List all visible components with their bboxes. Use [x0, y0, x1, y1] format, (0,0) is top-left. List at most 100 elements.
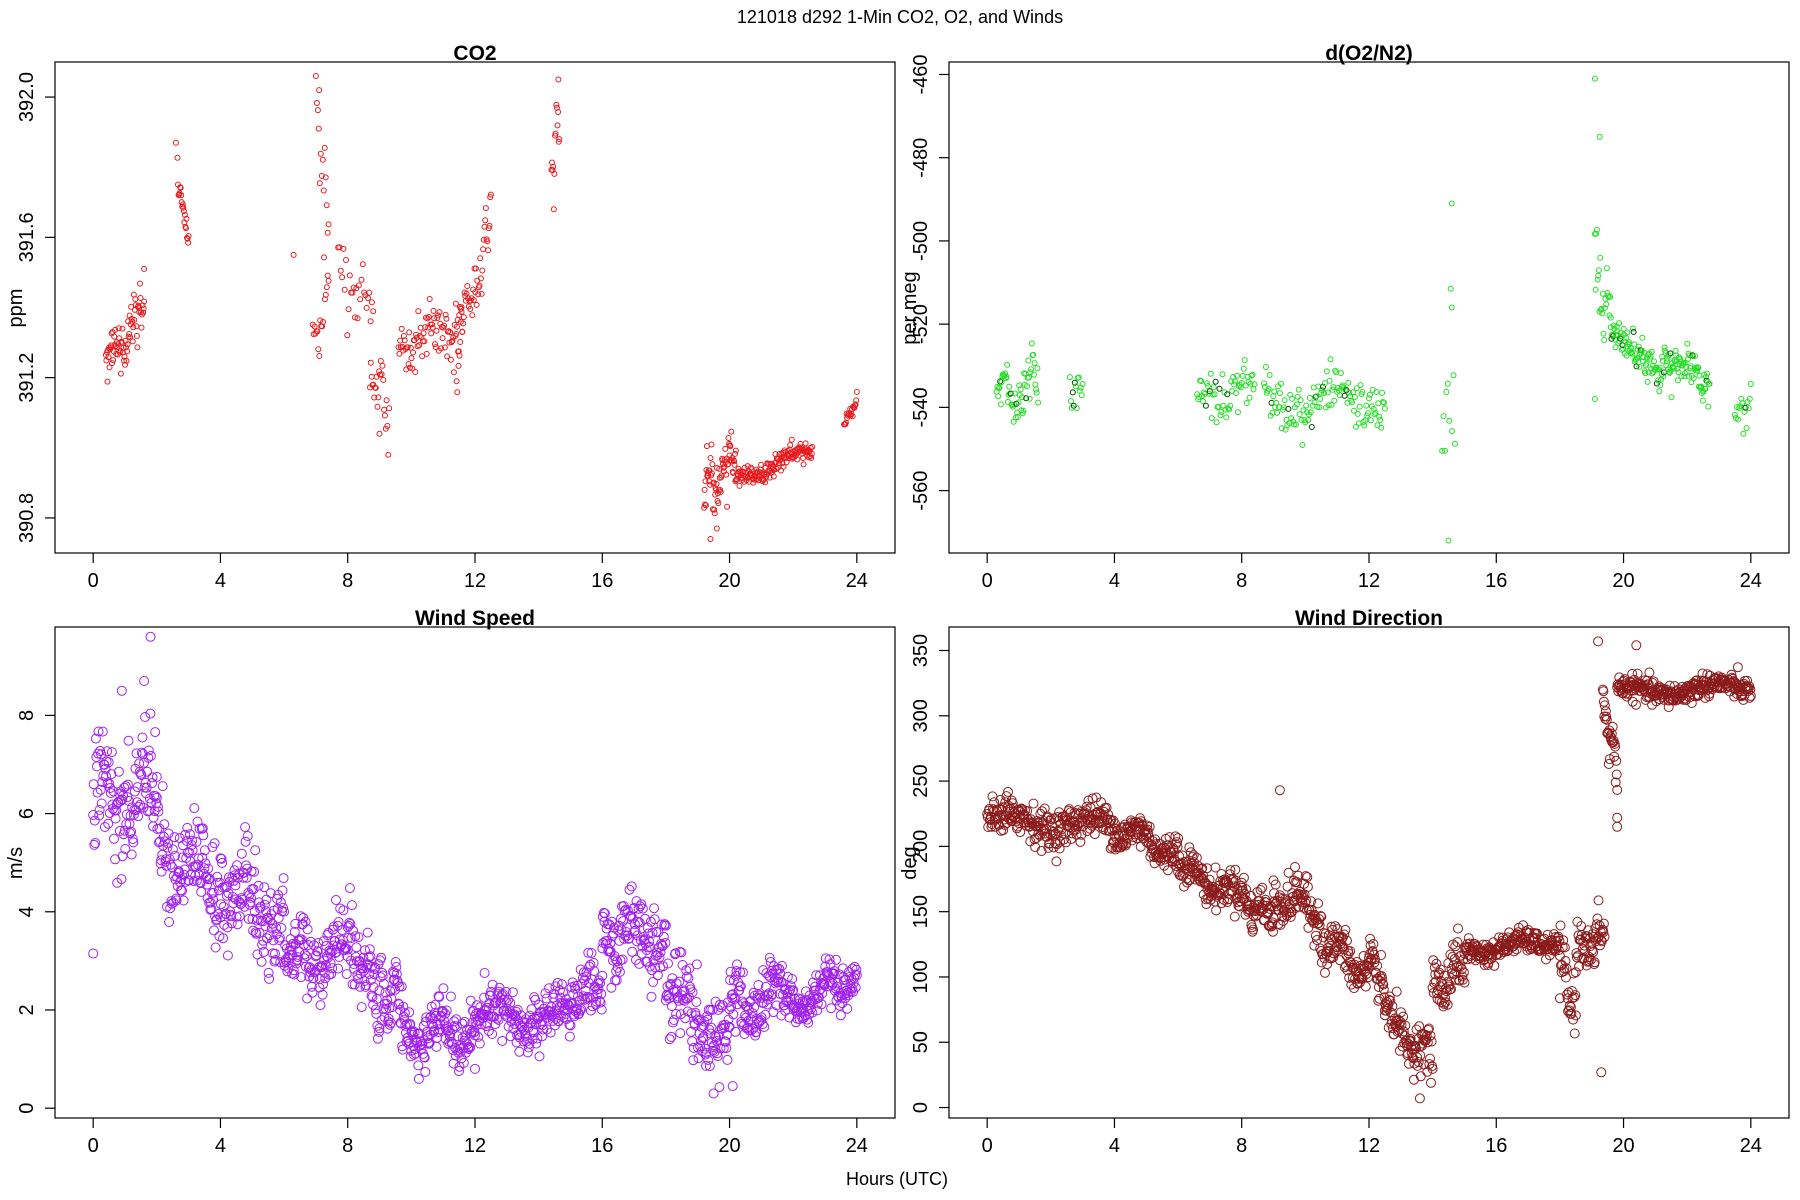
- co2-data-point: [455, 348, 462, 355]
- co2-data-point: [794, 456, 801, 463]
- wind-speed-data-point: [299, 949, 310, 960]
- co2-data-point: [317, 150, 324, 157]
- wind-speed-data-point: [730, 1026, 741, 1037]
- wind-speed-data-point: [421, 1012, 432, 1023]
- wind-speed-data-point: [404, 1020, 415, 1030]
- o2n2-data-point: [1248, 372, 1255, 379]
- co2-data-point: [412, 369, 419, 375]
- wind-speed-data-point: [125, 828, 136, 839]
- wind-speed-data-point: [167, 844, 178, 855]
- wind-speed-ylabel: m/s: [5, 847, 27, 879]
- o2n2-data-point: [1365, 410, 1371, 417]
- wind-speed-data-point: [254, 897, 264, 908]
- wind-speed-data-point: [640, 913, 651, 924]
- co2-data-point: [323, 202, 330, 209]
- wind-speed-data-point: [364, 944, 375, 955]
- wind-speed-data-point: [119, 825, 130, 836]
- wind-speed-data-point: [596, 988, 607, 999]
- wind-speed-data-point: [597, 970, 608, 981]
- wind-speed-data-point: [349, 979, 360, 990]
- wind-speed-data-point: [735, 981, 746, 992]
- co2-data-point: [763, 473, 770, 480]
- wind-speed-data-point: [318, 936, 329, 947]
- o2n2-data-point: [1262, 364, 1269, 370]
- wind-speed-data-point: [104, 778, 115, 789]
- o2n2-data-point: [1251, 381, 1258, 388]
- wind-speed-data-point: [97, 726, 108, 737]
- wind-speed-data-point: [197, 823, 208, 834]
- o2n2-data-point: [1381, 399, 1387, 406]
- co2-data-point: [123, 357, 130, 364]
- wind-speed-data-point: [819, 980, 830, 991]
- wind-speed-data-point: [273, 913, 284, 924]
- o2n2-y-tick-label: -500: [910, 221, 932, 261]
- o2n2-data-point: [1325, 402, 1332, 409]
- wind-speed-data-point: [688, 1055, 699, 1066]
- wind-speed-data-point: [271, 923, 282, 933]
- o2n2-data-point: [1028, 366, 1035, 373]
- wind-speed-data-point: [464, 1041, 475, 1052]
- o2n2-data-point: [1071, 379, 1078, 386]
- o2n2-data-point: [1739, 400, 1746, 407]
- wind-speed-data-point: [260, 906, 271, 917]
- co2-data-point: [441, 344, 448, 351]
- co2-data-point: [366, 289, 373, 296]
- wind-speed-data-point: [94, 810, 105, 821]
- co2-data-point: [180, 208, 187, 214]
- wind-speed-data-point: [810, 985, 821, 996]
- co2-data-point: [436, 309, 443, 316]
- o2n2-data-point: [1242, 382, 1249, 389]
- wind-speed-data-point: [528, 1027, 539, 1038]
- co2-data-point: [454, 323, 460, 330]
- wind-speed-data-point: [681, 965, 692, 976]
- wind-speed-data-point: [442, 1026, 453, 1037]
- wind-speed-data-point: [583, 947, 594, 958]
- wind-speed-data-point: [652, 950, 663, 961]
- wind-speed-x-tick-label: 0: [88, 1135, 99, 1157]
- wind-direction-data-point: [1631, 640, 1642, 651]
- wind-direction-data-point: [1569, 1028, 1580, 1039]
- o2n2-data-point: [1271, 388, 1278, 395]
- wind-speed-data-point: [399, 1007, 410, 1018]
- o2n2-data-point: [1323, 368, 1330, 375]
- wind-speed-data-point: [341, 969, 352, 980]
- wind-speed-data-point: [132, 797, 142, 808]
- wind-speed-data-point: [102, 746, 113, 757]
- wind-speed-data-point: [664, 1034, 675, 1045]
- wind-speed-data-point: [204, 873, 215, 884]
- o2n2-data-point: [1600, 330, 1607, 337]
- co2-data-point: [477, 255, 484, 262]
- co2-data-point: [409, 365, 416, 372]
- co2-data-point: [479, 267, 486, 274]
- o2n2-data-point: [1296, 411, 1303, 418]
- wind-speed-data-point: [451, 1021, 462, 1032]
- co2-data-point: [435, 312, 441, 319]
- wind-speed-data-point: [503, 995, 514, 1006]
- o2n2-data-point: [1607, 293, 1614, 300]
- wind-speed-data-point: [753, 980, 764, 990]
- o2n2-data-point: [1731, 411, 1738, 418]
- o2n2-data-point: [1628, 345, 1635, 351]
- co2-data-point: [365, 295, 371, 301]
- wind-speed-data-point: [727, 1081, 738, 1092]
- wind-speed-data-point: [106, 747, 117, 758]
- wind-speed-data-point: [731, 966, 742, 977]
- wind-speed-data-point: [751, 1026, 762, 1037]
- wind-speed-data-point: [591, 996, 602, 1007]
- wind-speed-data-point: [419, 1052, 430, 1063]
- wind-speed-data-point: [497, 988, 508, 999]
- o2n2-data-point: [1695, 364, 1702, 371]
- co2-data-point: [352, 314, 358, 321]
- o2n2-data-point: [1439, 447, 1446, 454]
- wind-speed-data-point: [535, 1018, 546, 1029]
- o2n2-x-tick-label: 4: [1109, 570, 1120, 592]
- wind-direction-data-point: [1593, 895, 1604, 906]
- wind-speed-data-point: [639, 934, 650, 945]
- wind-speed-data-point: [654, 952, 665, 963]
- co2-data-point: [434, 315, 441, 321]
- wind-speed-data-point: [608, 955, 618, 966]
- wind-speed-data-point: [119, 782, 130, 793]
- co2-data-point: [808, 450, 815, 457]
- wind-speed-data-point: [294, 946, 305, 957]
- co2-data-point: [459, 328, 466, 335]
